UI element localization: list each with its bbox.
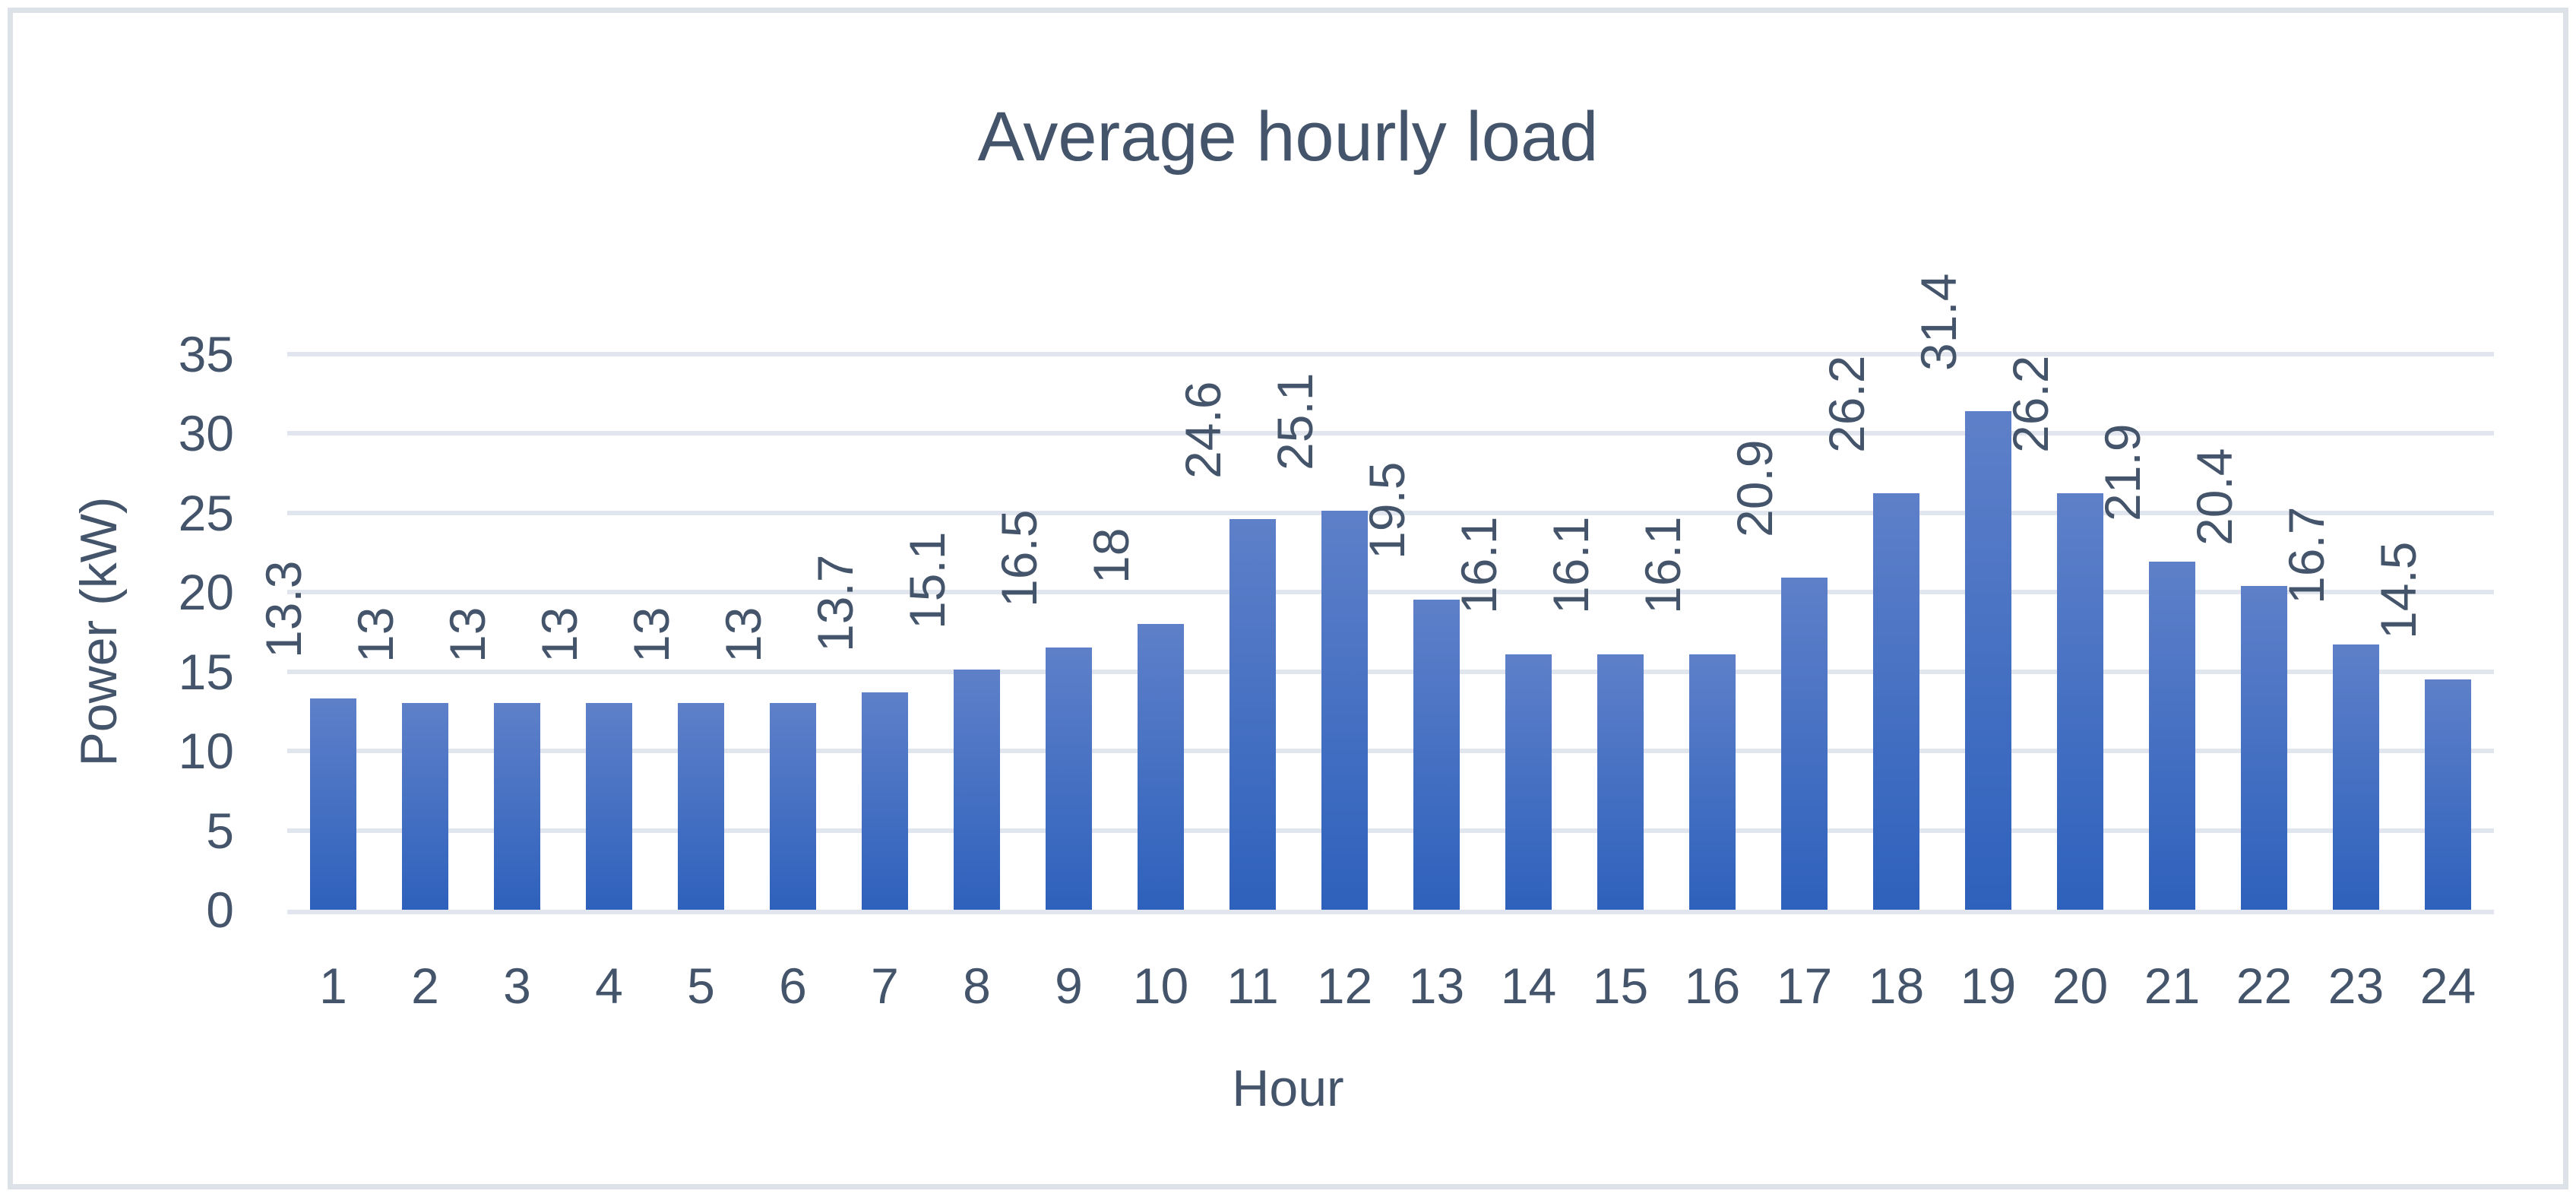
x-tick-label: 16 (1684, 958, 1741, 1014)
x-tick-label: 14 (1500, 958, 1557, 1014)
y-tick-label: 10 (178, 723, 234, 779)
y-tick-label: 25 (178, 484, 234, 541)
bar (862, 692, 908, 910)
bar-value-label-text: 26.2 (2002, 355, 2059, 454)
y-tick-label: 35 (178, 325, 234, 382)
x-tick-label: 4 (595, 958, 623, 1014)
x-tick-label: 18 (1868, 958, 1925, 1014)
x-tick-label: 5 (687, 958, 715, 1014)
bar-value-label-text: 15.1 (898, 531, 955, 630)
bar (1689, 654, 1736, 910)
bar-value-label-text: 13.7 (806, 554, 863, 652)
bar-value-label-text: 24.6 (1174, 381, 1231, 479)
bar-value-label-text: 25.1 (1266, 372, 1323, 471)
bar-value-label-text: 13 (438, 606, 495, 663)
bar (2241, 585, 2287, 910)
bar-value-label-text: 16.1 (1542, 516, 1599, 614)
bar-value-label-text: 16.1 (1450, 516, 1507, 614)
bar (2425, 679, 2471, 910)
chart-border-frame (8, 8, 2568, 1189)
bar (1321, 511, 1368, 910)
bar-value-label-text: 13 (530, 606, 587, 663)
bar (1505, 654, 1552, 910)
x-tick-label: 9 (1055, 958, 1083, 1014)
y-tick-label: 30 (178, 405, 234, 461)
bar-value-label-text: 21.9 (2093, 423, 2150, 522)
bar (1138, 623, 1184, 910)
bar (954, 670, 1000, 910)
bar (1781, 578, 1828, 910)
x-tick-label: 20 (2052, 958, 2109, 1014)
bar-value-label-text: 26.2 (1818, 355, 1875, 454)
gridline (287, 749, 2494, 753)
bar (2057, 493, 2103, 910)
x-tick-label: 11 (1226, 958, 1279, 1014)
bar (2333, 644, 2379, 910)
x-tick-label: 24 (2419, 958, 2476, 1014)
gridline (287, 828, 2494, 833)
bar-value-label-text: 31.4 (1910, 273, 1967, 371)
x-tick-label: 12 (1316, 958, 1373, 1014)
gridline (287, 910, 2494, 914)
x-tick-label: 22 (2236, 958, 2293, 1014)
bar (1873, 493, 1919, 910)
x-tick-label: 1 (319, 958, 347, 1014)
bar (1229, 518, 1276, 910)
x-tick-label: 17 (1776, 958, 1833, 1014)
bar-value-label-text: 16.7 (2277, 506, 2334, 604)
bar-value-label-text: 20.4 (2185, 448, 2242, 546)
x-tick-label: 3 (503, 958, 531, 1014)
y-tick-label: 20 (178, 564, 234, 620)
bar (770, 703, 816, 910)
gridline (287, 510, 2494, 515)
bar (310, 698, 356, 910)
bar-value-label-text: 18 (1082, 527, 1139, 584)
x-tick-label: 15 (1592, 958, 1649, 1014)
gridline (287, 590, 2494, 594)
bar-value-label-text: 20.9 (1726, 439, 1783, 538)
x-tick-label: 8 (963, 958, 991, 1014)
bar (494, 703, 540, 910)
bar-value-label-text: 14.5 (2369, 541, 2426, 639)
bar-value-label-text: 16.1 (1634, 516, 1691, 614)
bar (1597, 654, 1644, 910)
bar (678, 703, 724, 910)
x-tick-label: 23 (2328, 958, 2385, 1014)
bar (1413, 600, 1460, 910)
bar (586, 703, 632, 910)
gridline (287, 431, 2494, 435)
bar (402, 703, 448, 910)
x-tick-label: 13 (1408, 958, 1465, 1014)
bar-value-label-text: 13 (714, 606, 771, 663)
x-tick-label: 21 (2144, 958, 2201, 1014)
x-tick-label: 2 (411, 958, 439, 1014)
bar-value-label-text: 13 (347, 606, 403, 663)
bar (1965, 410, 2011, 910)
bar-value-label-text: 19.5 (1358, 461, 1415, 560)
gridline (287, 351, 2494, 356)
bar-value-label-text: 16.5 (990, 509, 1047, 608)
x-tick-label: 10 (1132, 958, 1189, 1014)
x-axis-title: Hour (1232, 1059, 1344, 1117)
x-tick-label: 6 (779, 958, 807, 1014)
y-axis-title-text: Power (kW) (70, 496, 128, 767)
bar-value-label-text: 13.3 (255, 560, 312, 659)
chart-title: Average hourly load (977, 98, 1599, 176)
bar (2149, 562, 2195, 910)
gridline (287, 669, 2494, 674)
y-tick-label: 5 (206, 802, 234, 859)
x-tick-label: 19 (1960, 958, 2017, 1014)
bar-value-label-text: 13 (622, 606, 679, 663)
y-tick-label: 15 (178, 643, 234, 700)
x-tick-label: 7 (871, 958, 899, 1014)
bar (1046, 648, 1092, 910)
y-tick-label: 0 (206, 882, 234, 938)
